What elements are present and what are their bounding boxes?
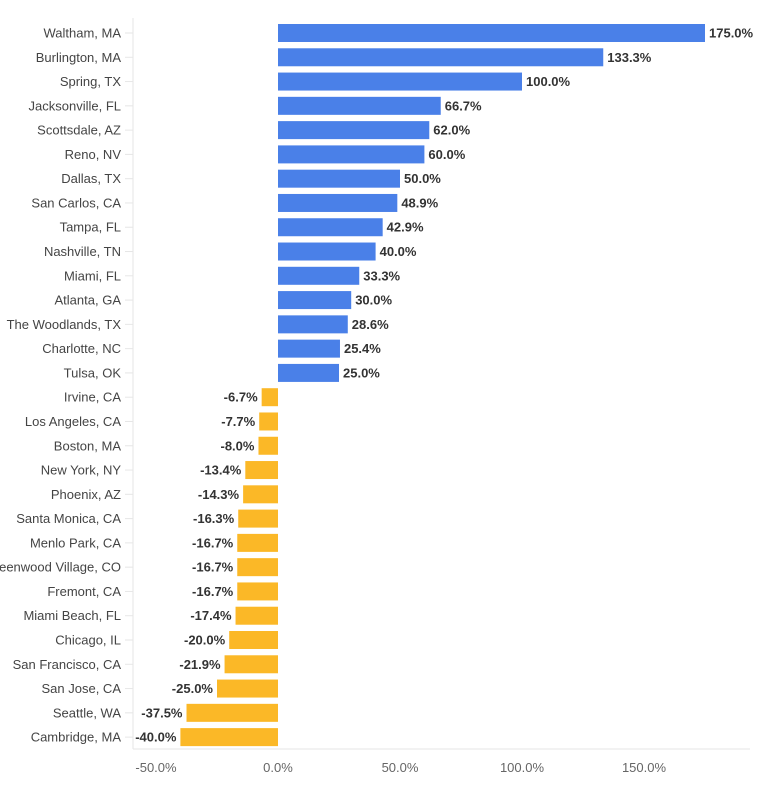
category-label: Fremont, CA (47, 584, 121, 599)
value-label: 40.0% (380, 244, 417, 259)
bar (278, 169, 400, 188)
value-label: -21.9% (179, 657, 221, 672)
value-label: 66.7% (445, 98, 482, 113)
bar (237, 558, 278, 577)
value-label: -16.3% (193, 511, 235, 526)
category-label: Jacksonville, FL (29, 98, 121, 113)
category-label: Burlington, MA (36, 50, 122, 65)
bar (278, 96, 441, 115)
category-label: Charlotte, NC (42, 341, 121, 356)
value-label: -16.7% (192, 584, 234, 599)
category-label: Santa Monica, CA (16, 511, 121, 526)
category-label: Chicago, IL (55, 633, 121, 648)
bar (258, 436, 278, 455)
bar (278, 218, 383, 237)
value-label: 100.0% (526, 74, 571, 89)
bar (237, 582, 278, 601)
category-label: Nashville, TN (44, 244, 121, 259)
category-label: Seattle, WA (53, 705, 121, 720)
value-label: 133.3% (607, 50, 652, 65)
bar (278, 266, 360, 285)
category-label: San Francisco, CA (13, 657, 122, 672)
value-label: 175.0% (709, 26, 754, 41)
value-label: -16.7% (192, 560, 234, 575)
value-label: 60.0% (428, 147, 465, 162)
bar (278, 291, 352, 310)
category-label: Menlo Park, CA (30, 535, 121, 550)
bar (235, 606, 278, 625)
bar (224, 655, 278, 674)
bar (259, 412, 278, 431)
x-tick-label: 100.0% (500, 760, 545, 775)
bar (278, 339, 340, 358)
bar (278, 145, 425, 164)
category-label: San Carlos, CA (31, 195, 121, 210)
value-label: -17.4% (190, 608, 232, 623)
category-label: Spring, TX (60, 74, 122, 89)
value-label: -40.0% (135, 730, 177, 745)
bar (237, 533, 278, 552)
x-tick-label: 50.0% (382, 760, 419, 775)
x-tick-label: 0.0% (263, 760, 293, 775)
bar (278, 121, 430, 140)
category-label: New York, NY (41, 463, 122, 478)
value-label: -14.3% (198, 487, 240, 502)
bar (243, 485, 278, 504)
value-label: 42.9% (387, 220, 424, 235)
bar (180, 728, 278, 747)
bar (229, 631, 278, 649)
category-label: Cambridge, MA (31, 730, 122, 745)
value-label: -25.0% (172, 681, 214, 696)
value-label: -37.5% (141, 705, 183, 720)
value-label: 62.0% (433, 123, 470, 138)
category-label: reenwood Village, CO (0, 560, 121, 575)
bar (278, 363, 339, 382)
category-label: Phoenix, AZ (51, 487, 121, 502)
value-label: 30.0% (355, 293, 392, 308)
x-tick-label: 150.0% (622, 760, 667, 775)
value-label: 33.3% (363, 268, 400, 283)
bar (278, 48, 604, 67)
category-label: Dallas, TX (61, 171, 121, 186)
x-tick-label: -50.0% (135, 760, 177, 775)
value-label: -13.4% (200, 463, 242, 478)
bar (245, 461, 278, 480)
category-label: Scottsdale, AZ (37, 123, 121, 138)
category-label: Miami Beach, FL (23, 608, 121, 623)
value-label: -8.0% (221, 438, 255, 453)
category-label: Reno, NV (65, 147, 122, 162)
category-label: Los Angeles, CA (25, 414, 121, 429)
category-label: Waltham, MA (43, 26, 121, 41)
bar (186, 703, 278, 722)
value-label: -20.0% (184, 633, 226, 648)
category-label: Tampa, FL (60, 220, 121, 235)
bar (278, 315, 348, 334)
bar (278, 24, 705, 42)
category-label: Irvine, CA (64, 390, 121, 405)
bar (278, 72, 522, 91)
category-label: The Woodlands, TX (7, 317, 122, 332)
bar (238, 509, 278, 528)
value-label: 25.4% (344, 341, 381, 356)
category-label: Tulsa, OK (64, 365, 122, 380)
category-label: Boston, MA (54, 438, 122, 453)
value-label: 25.0% (343, 365, 380, 380)
value-label: -16.7% (192, 535, 234, 550)
bar (261, 388, 278, 407)
value-label: 50.0% (404, 171, 441, 186)
value-label: -6.7% (224, 390, 258, 405)
value-label: 48.9% (401, 195, 438, 210)
bar (278, 193, 398, 212)
category-label: Miami, FL (64, 268, 121, 283)
value-label: -7.7% (221, 414, 255, 429)
category-label: San Jose, CA (42, 681, 122, 696)
bar (217, 679, 278, 698)
value-label: 28.6% (352, 317, 389, 332)
category-label: Atlanta, GA (55, 293, 122, 308)
bar (278, 242, 376, 261)
